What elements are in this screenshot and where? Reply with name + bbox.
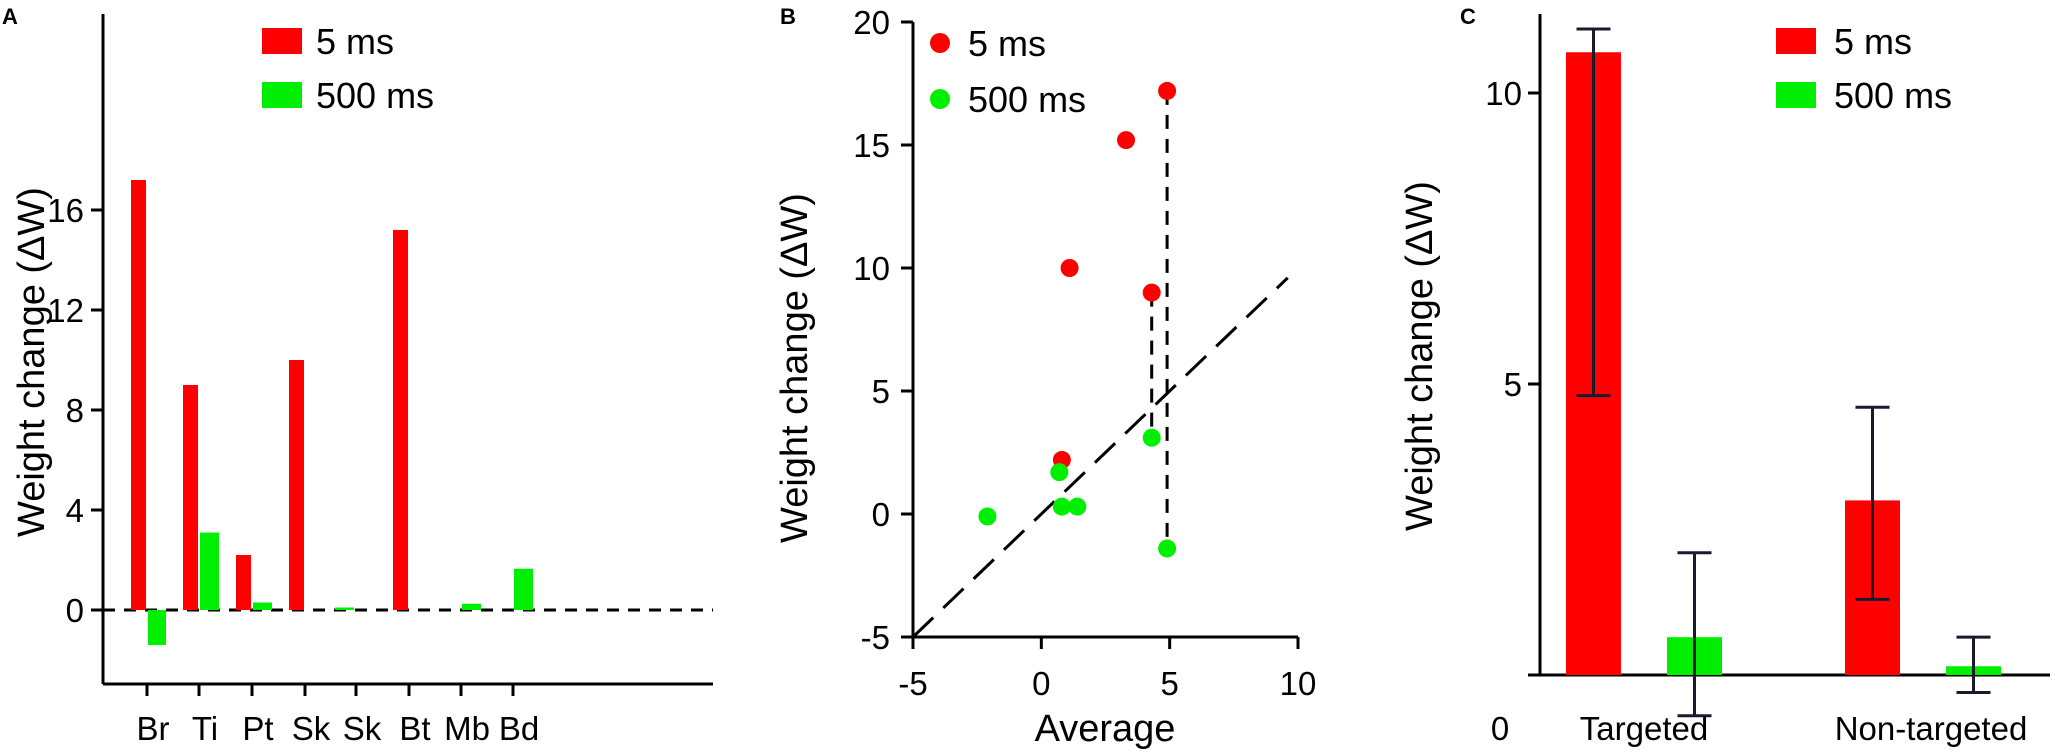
panel-a-y-tick-label: 8 <box>66 392 84 429</box>
panel-b-x-tick-label: -5 <box>898 665 927 702</box>
panel-a: A 0 4 8 12 16 Br Ti Pt Sk Sk Bt Mb Bd Weight change… <box>2 4 713 747</box>
panel-c-legend-swatch-5ms <box>1776 28 1816 54</box>
panel-b-y-tick-label: 5 <box>872 373 890 410</box>
panel-a-bar-500ms <box>335 607 354 610</box>
panel-a-bar-5ms <box>131 180 146 610</box>
panel-b-legend-label-5ms: 5 ms <box>968 23 1046 64</box>
panel-a-bar-5ms <box>183 385 198 610</box>
panel-c-legend: 5 ms 500 ms <box>1776 21 1952 116</box>
panel-b-legend-label-500ms: 500 ms <box>968 79 1086 120</box>
panel-a-legend: 5 ms 500 ms <box>262 21 434 116</box>
panel-b-y-tick-label: 15 <box>853 127 890 164</box>
panel-c-y-tick-label: 10 <box>1485 75 1522 112</box>
panel-b-letter: B <box>780 4 796 29</box>
panel-b-point-500ms <box>1052 497 1071 516</box>
panel-a-bar-500ms <box>514 568 533 610</box>
panel-a-y-tick-label: 4 <box>66 492 84 529</box>
panel-a-legend-label-5ms: 5 ms <box>316 21 394 62</box>
panel-c-legend-label-500ms: 500 ms <box>1834 75 1952 116</box>
panel-b: B -5 0 5 10 15 20 -5 0 5 10 Average Weight change… <box>774 4 1316 750</box>
panel-b-x-tick-label: 0 <box>1032 665 1050 702</box>
panel-b-legend-marker-500ms <box>930 89 950 109</box>
panel-a-bar-5ms <box>289 360 304 610</box>
panel-a-bar-5ms <box>236 555 251 610</box>
panel-c-y-tick-label: 0 <box>1491 710 1509 747</box>
panel-c-y-axis-title: Weight change (ΔW) <box>1399 181 1441 531</box>
panel-a-x-tick-label: Pt <box>242 710 273 747</box>
panel-b-point-500ms <box>1068 497 1087 516</box>
panel-b-x-tick-label: 5 <box>1160 665 1178 702</box>
panel-a-y-tick-label: 16 <box>47 192 84 229</box>
panel-b-y-tick-label: 0 <box>872 496 890 533</box>
panel-c-x-tick-label: Targeted <box>1580 710 1708 747</box>
panel-b-y-axis-title: Weight change (ΔW) <box>774 193 816 543</box>
panel-a-y-tick-label: 0 <box>66 592 84 629</box>
panel-b-point-5ms <box>1158 81 1177 100</box>
panel-c: C 0 5 10 Targeted Non-targeted Weight chang… <box>1399 4 2050 747</box>
panel-a-x-tick-label: Sk <box>343 710 382 747</box>
panel-b-point-500ms <box>1050 463 1069 482</box>
panel-b-point-5ms <box>1117 131 1136 150</box>
panel-b-legend: 5 ms 500 ms <box>930 23 1086 120</box>
panel-a-x-tick-label: Mb <box>444 710 490 747</box>
panel-b-y-tick-label: 20 <box>853 4 890 41</box>
panel-a-x-tick-label: Ti <box>192 710 218 747</box>
panel-a-x-tick-label: Sk <box>292 710 331 747</box>
panel-a-bar-500ms <box>200 532 219 610</box>
panel-b-point-5ms <box>1060 259 1079 277</box>
panel-c-legend-swatch-500ms <box>1776 82 1816 108</box>
panel-b-point-500ms <box>978 507 997 526</box>
panel-b-y-tick-label: -5 <box>861 619 890 656</box>
panel-a-bar-500ms <box>253 602 272 610</box>
panel-a-letter: A <box>2 4 18 29</box>
panel-a-x-tick-label: Bd <box>499 710 539 747</box>
panel-a-bar-500ms <box>148 610 166 645</box>
panel-c-legend-label-5ms: 5 ms <box>1834 21 1912 62</box>
panel-c-y-tick-label: 5 <box>1504 366 1522 403</box>
panel-b-point-500ms <box>1158 539 1177 558</box>
panel-b-identity-line <box>911 276 1289 639</box>
panel-a-bar-500ms <box>462 603 481 610</box>
panel-a-legend-swatch-5ms <box>262 28 302 54</box>
panel-b-point-500ms <box>1142 428 1161 447</box>
panel-a-bar-5ms <box>393 230 408 610</box>
panel-c-x-tick-label: Non-targeted <box>1835 710 2028 747</box>
panel-c-letter: C <box>1460 4 1476 29</box>
panel-a-y-tick-label: 12 <box>47 292 84 329</box>
panel-a-y-axis-title: Weight change (ΔW) <box>11 187 53 537</box>
panel-b-legend-marker-5ms <box>930 33 950 53</box>
panel-a-legend-label-500ms: 500 ms <box>316 75 434 116</box>
panel-a-x-tick-label: Br <box>137 710 170 747</box>
panel-b-x-axis-title: Average <box>1035 708 1176 750</box>
panel-b-y-tick-label: 10 <box>853 250 890 287</box>
panel-a-legend-swatch-500ms <box>262 82 302 108</box>
panel-a-x-tick-label: Bt <box>399 710 430 747</box>
panel-b-point-5ms <box>1142 283 1161 302</box>
panel-b-x-tick-label: 10 <box>1280 665 1317 702</box>
